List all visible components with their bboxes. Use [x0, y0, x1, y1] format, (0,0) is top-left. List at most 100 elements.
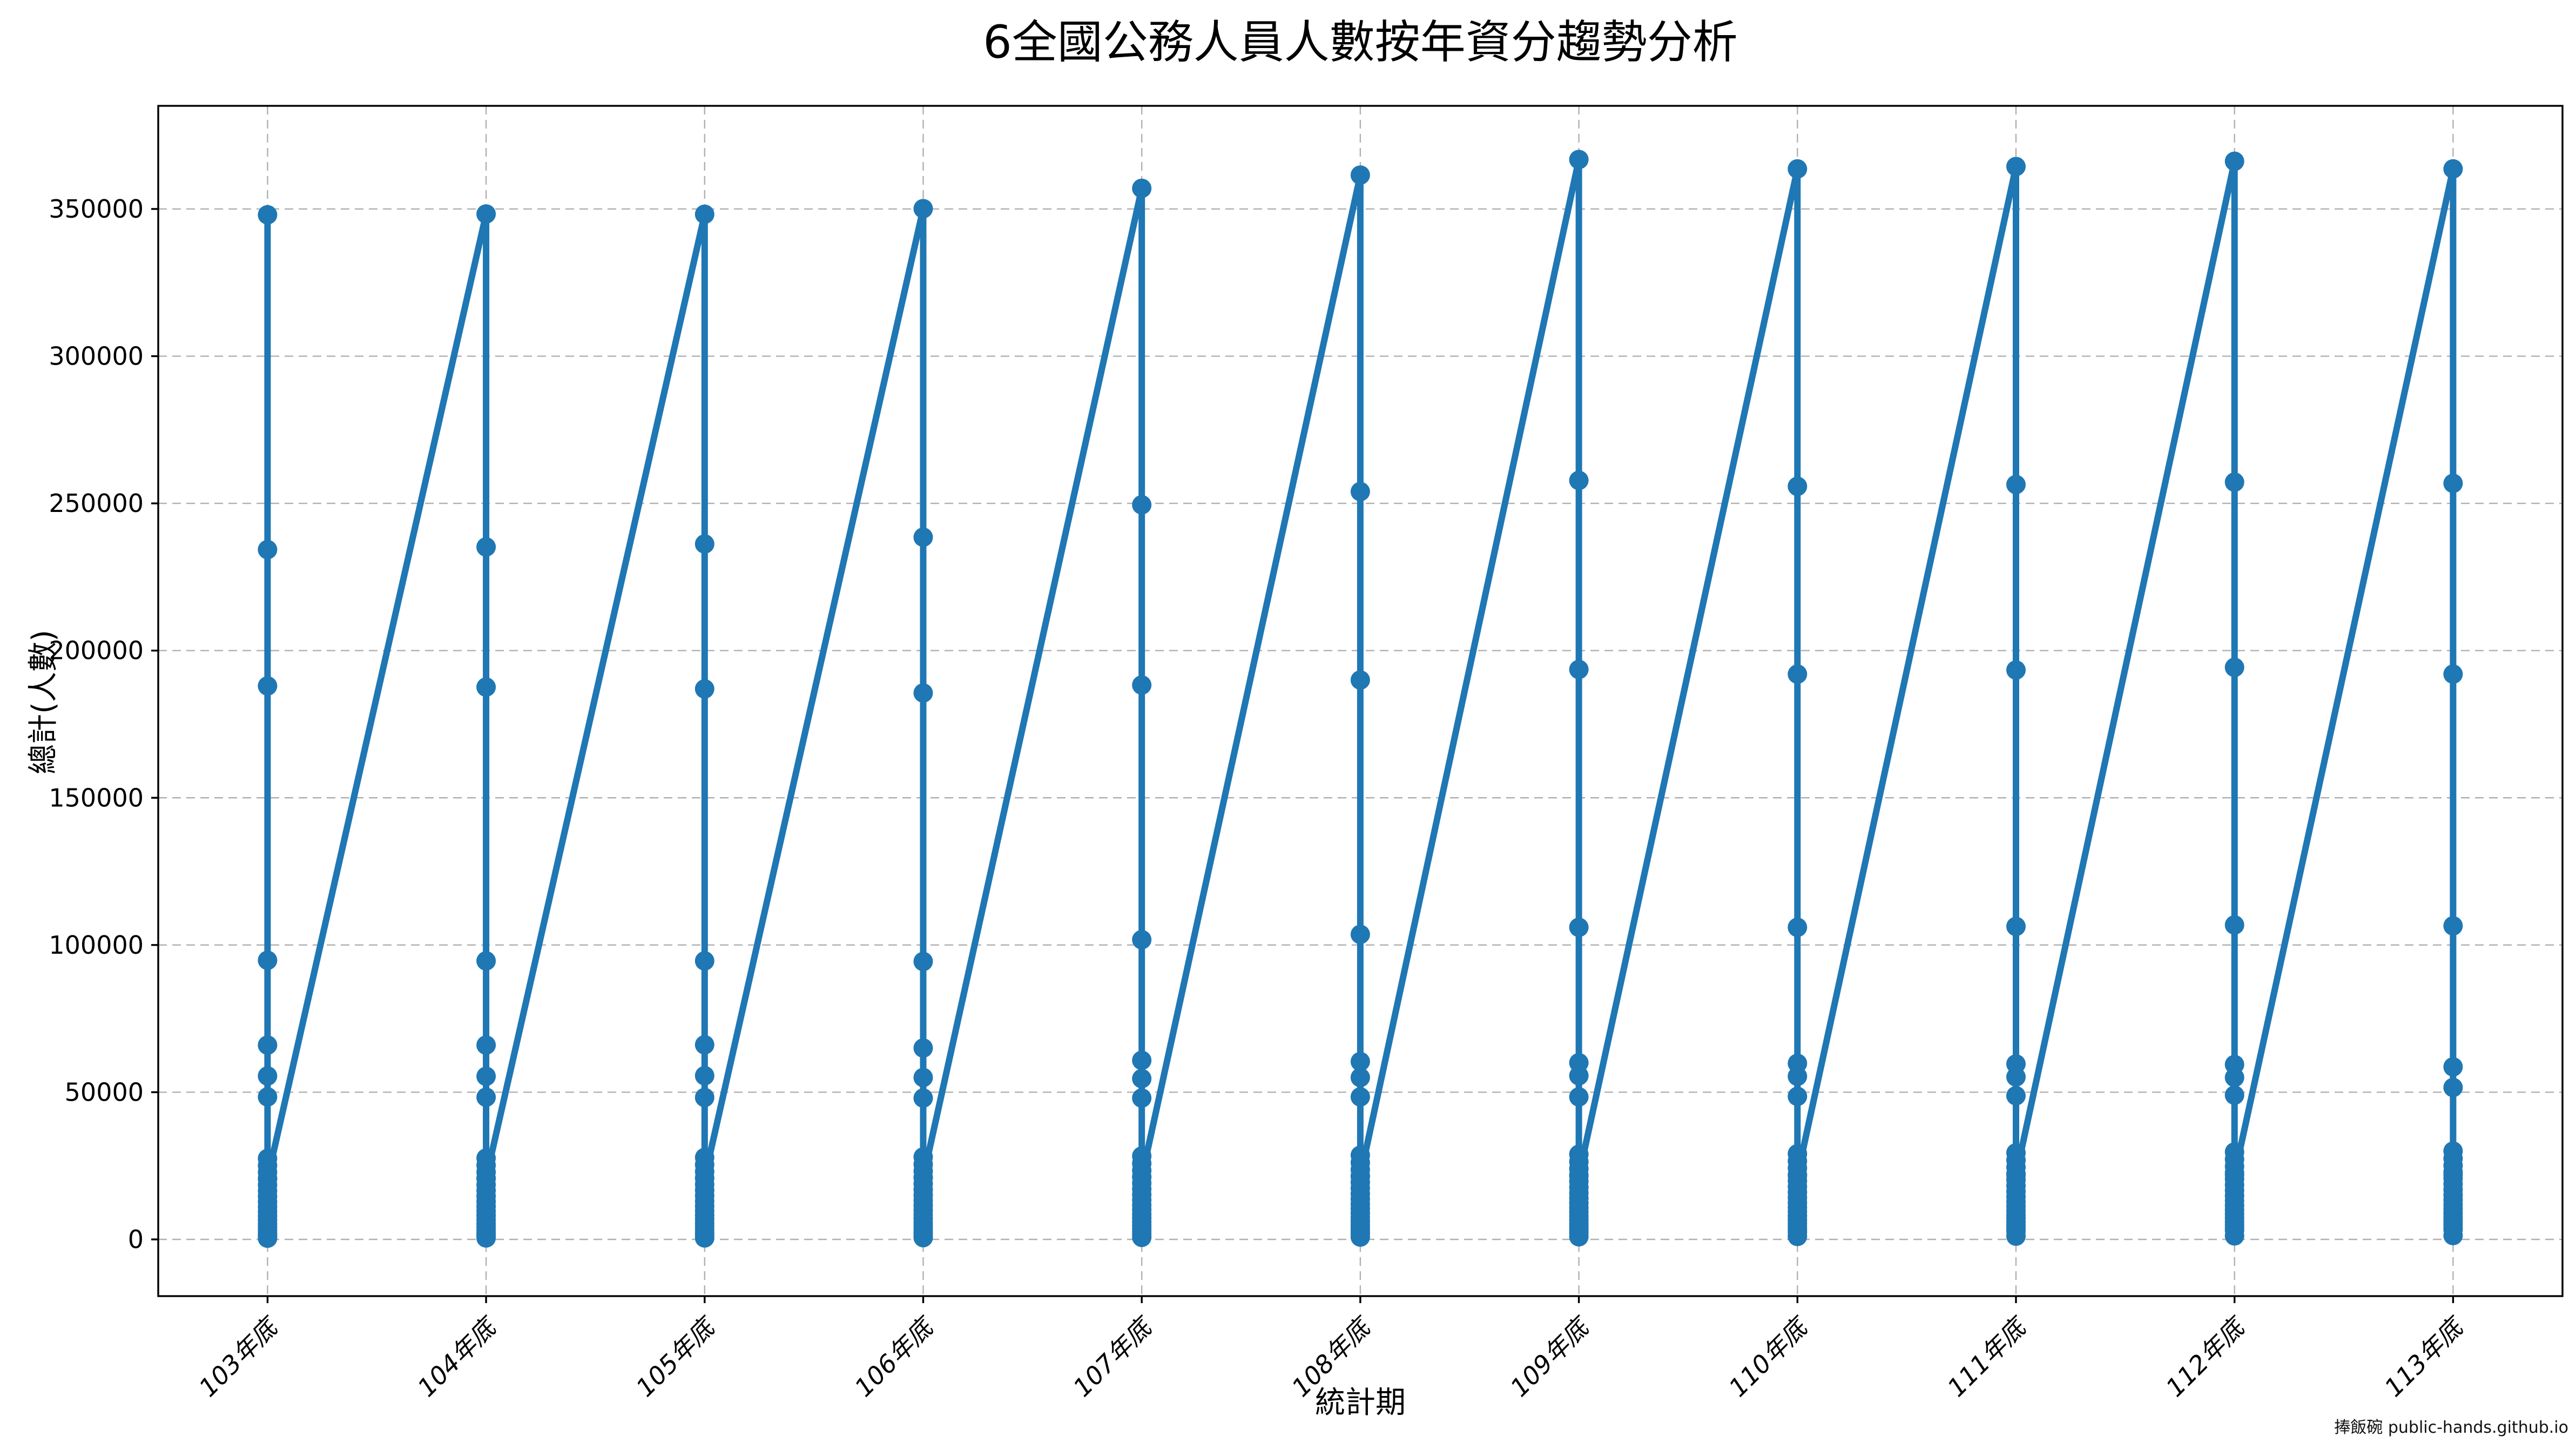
data-point — [2443, 1077, 2463, 1097]
data-point — [1132, 930, 1152, 949]
data-point — [476, 204, 496, 224]
data-point — [1350, 1068, 1370, 1088]
data-point — [694, 951, 714, 971]
data-point — [1350, 670, 1370, 690]
data-point — [2224, 657, 2244, 677]
data-point — [1132, 1167, 1152, 1187]
data-point — [476, 951, 496, 971]
data-point — [1788, 159, 1808, 179]
data-point — [913, 1088, 933, 1108]
data-point — [476, 1228, 496, 1248]
data-point — [476, 1168, 496, 1188]
data-point — [1569, 1066, 1589, 1085]
data-point — [2224, 1165, 2244, 1185]
data-point — [258, 540, 278, 559]
y-tick-labels: 0 50000 100000 150000 200000 250000 300000 3500… — [49, 194, 144, 1254]
data-point — [1788, 1165, 1808, 1185]
data-point — [1132, 1228, 1152, 1248]
data-point — [1569, 1087, 1589, 1107]
data-point — [1569, 659, 1589, 679]
data-point — [2224, 1068, 2244, 1088]
data-point — [694, 1066, 714, 1085]
data-point — [1569, 150, 1589, 170]
data-point — [1132, 495, 1152, 515]
data-point — [2224, 1226, 2244, 1246]
data-point — [1350, 1051, 1370, 1071]
data-point — [694, 1168, 714, 1188]
data-point — [1569, 470, 1589, 490]
x-axis-label: 統計期 — [1315, 1385, 1406, 1420]
data-point — [913, 683, 933, 703]
data-point — [476, 677, 496, 697]
data-point — [1350, 925, 1370, 945]
data-point — [913, 1228, 933, 1248]
data-point — [2006, 1226, 2026, 1246]
data-point — [913, 1038, 933, 1058]
data-point — [1788, 918, 1808, 938]
data-point — [1132, 675, 1152, 695]
y-tick-label: 350000 — [49, 194, 144, 224]
data-point — [694, 534, 714, 554]
data-point — [694, 204, 714, 224]
data-point — [1569, 918, 1589, 938]
data-point — [476, 1067, 496, 1086]
data-point — [2006, 1067, 2026, 1087]
data-point — [2006, 1165, 2026, 1185]
data-point — [2006, 1086, 2026, 1105]
data-point — [913, 199, 933, 219]
data-point — [258, 205, 278, 225]
data-point — [2006, 660, 2026, 680]
data-point — [2443, 1165, 2463, 1185]
data-point — [1350, 1166, 1370, 1186]
data-point — [913, 952, 933, 972]
data-point — [913, 527, 933, 547]
data-point — [2224, 151, 2244, 171]
y-tick-label: 250000 — [49, 489, 144, 518]
data-point — [2443, 1225, 2463, 1245]
y-tick-label: 0 — [128, 1225, 144, 1254]
data-point — [258, 1035, 278, 1055]
data-point — [2443, 664, 2463, 684]
data-point — [694, 1088, 714, 1108]
data-point — [1788, 1067, 1808, 1086]
data-point — [258, 1169, 278, 1189]
data-point — [694, 1035, 714, 1055]
data-point — [1132, 178, 1152, 198]
ticks — [151, 208, 2454, 1303]
data-point — [258, 950, 278, 970]
data-point — [1788, 664, 1808, 684]
footer-credit: 捧飯碗 public-hands.github.io — [2334, 1418, 2568, 1437]
y-tick-label: 50000 — [65, 1077, 144, 1107]
y-axis-label: 總計(人數) — [26, 630, 61, 774]
y-tick-label: 200000 — [49, 636, 144, 665]
data-point — [258, 1087, 278, 1107]
data-point — [1788, 476, 1808, 496]
data-point — [2443, 474, 2463, 493]
data-point — [258, 676, 278, 696]
y-tick-label: 150000 — [49, 783, 144, 812]
data-point — [2006, 157, 2026, 177]
data-point — [258, 1066, 278, 1086]
data-point — [2443, 159, 2463, 179]
data-point — [1132, 1088, 1152, 1108]
data-point — [2443, 1057, 2463, 1077]
data-point — [2224, 1085, 2244, 1105]
y-tick-label: 300000 — [49, 342, 144, 371]
data-point — [1132, 1069, 1152, 1089]
data-point — [476, 1035, 496, 1055]
data-point — [2443, 916, 2463, 936]
data-point — [1788, 1226, 1808, 1246]
data-point — [2224, 472, 2244, 492]
data-point — [1350, 165, 1370, 185]
data-point — [1350, 1087, 1370, 1107]
chart-title: 6全國公務人員人數按年資分趨勢分析 — [983, 16, 1738, 69]
data-point — [2224, 915, 2244, 935]
data-point — [1788, 1087, 1808, 1107]
data-point — [2006, 475, 2026, 495]
data-point — [1350, 1227, 1370, 1247]
data-point — [476, 537, 496, 557]
data-point — [694, 1228, 714, 1248]
data-point — [1132, 1050, 1152, 1070]
